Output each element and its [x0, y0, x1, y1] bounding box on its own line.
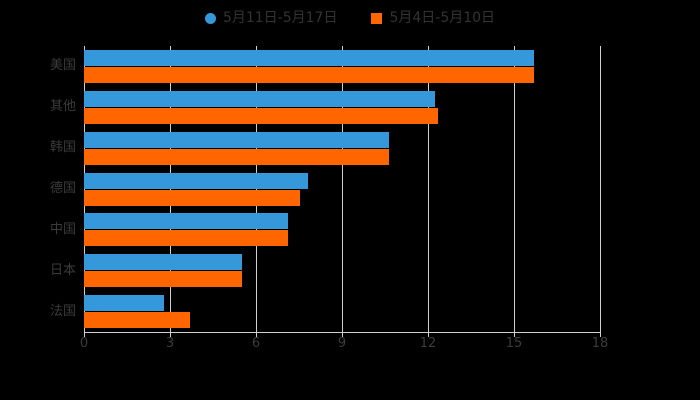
x-axis-tick	[342, 333, 343, 337]
x-axis-tick-label: 6	[251, 336, 261, 351]
x-axis-tick-label: 9	[337, 336, 347, 351]
bar-group	[84, 131, 600, 165]
gridline	[514, 46, 515, 332]
gridline	[256, 46, 257, 332]
x-axis-tick	[84, 333, 85, 337]
bar[interactable]	[84, 49, 535, 66]
x-axis-labels: 0 3 6 9 12 15 18	[0, 337, 700, 357]
chart-legend: 5月11日-5月17日 5月4日-5月10日	[0, 6, 700, 30]
x-axis-tick	[600, 333, 601, 337]
y-axis-line	[84, 46, 85, 332]
x-axis-tick-label: 3	[165, 336, 175, 351]
bar-group	[84, 172, 600, 206]
bar[interactable]	[84, 213, 288, 230]
x-axis-tick-label: 18	[591, 336, 609, 351]
y-axis-tick-label: 日本	[49, 262, 76, 278]
legend-label-series-0: 5月11日-5月17日	[222, 10, 338, 26]
legend-swatch-circle-icon	[204, 12, 216, 24]
bar[interactable]	[84, 254, 242, 271]
bar[interactable]	[84, 312, 191, 329]
bar[interactable]	[84, 148, 390, 165]
legend-item-series-0[interactable]: 5月11日-5月17日	[204, 10, 338, 26]
plot-area	[84, 46, 600, 332]
x-axis-line	[84, 332, 601, 333]
y-axis-tick-label: 中国	[49, 221, 76, 237]
bar[interactable]	[84, 271, 242, 288]
legend-item-series-1[interactable]: 5月4日-5月10日	[371, 11, 495, 25]
bar[interactable]	[84, 230, 288, 247]
gridline	[342, 46, 343, 332]
y-axis-tick-label: 其他	[49, 99, 76, 115]
x-axis-tick	[170, 333, 171, 337]
y-axis-tick-label: 韩国	[49, 140, 76, 156]
x-axis-tick-label: 0	[79, 336, 89, 351]
gridline	[170, 46, 171, 332]
y-axis-tick-label: 美国	[49, 58, 76, 74]
legend-swatch-square-icon	[371, 12, 383, 24]
bar[interactable]	[84, 107, 439, 124]
x-axis-tick	[514, 333, 515, 337]
bar[interactable]	[84, 131, 390, 148]
x-axis-tick	[428, 333, 429, 337]
x-axis-tick	[256, 333, 257, 337]
y-axis-labels: 美国其他韩国德国中国日本法国	[0, 46, 76, 332]
gridline	[600, 46, 601, 332]
x-axis-tick-label: 12	[419, 336, 437, 351]
bar-group	[84, 254, 600, 288]
bar-group	[84, 295, 600, 329]
bar-group	[84, 49, 600, 83]
bar[interactable]	[84, 295, 165, 312]
bar[interactable]	[84, 189, 301, 206]
y-axis-tick-label: 德国	[49, 181, 76, 196]
x-axis-tick-label: 15	[505, 336, 523, 351]
y-axis-tick-label: 法国	[49, 303, 76, 319]
gridline	[428, 46, 429, 332]
bar[interactable]	[84, 172, 308, 189]
legend-label-series-1: 5月4日-5月10日	[389, 10, 496, 26]
bar-group	[84, 213, 600, 247]
bar[interactable]	[84, 66, 535, 83]
bar[interactable]	[84, 90, 436, 107]
bar-group	[84, 90, 600, 124]
